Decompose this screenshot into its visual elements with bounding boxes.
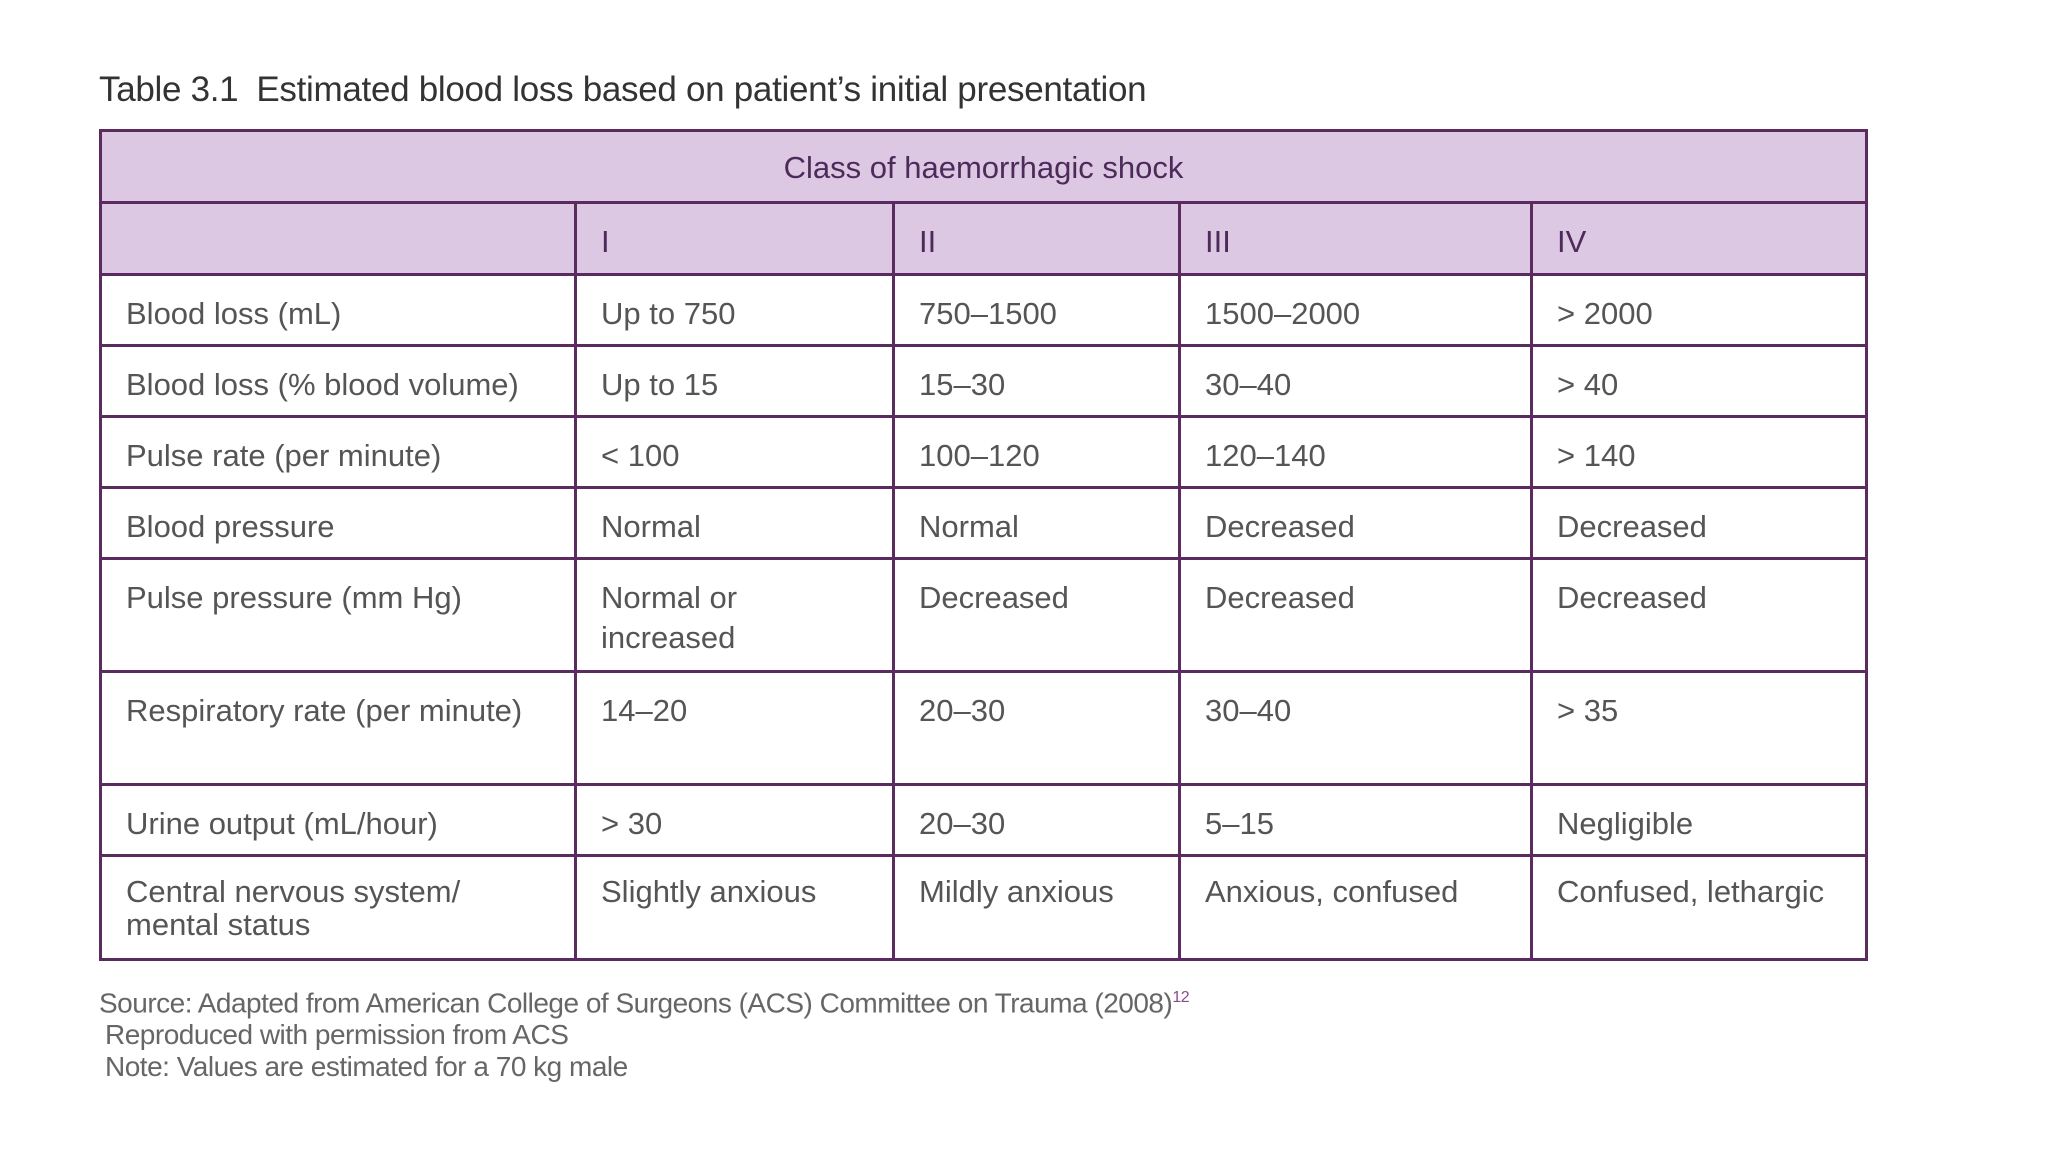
table-cell: Negligible xyxy=(1529,783,1869,857)
super-header-cell: Class of haemorrhagic shock xyxy=(98,129,1869,204)
table-footnotes: Source: Adapted from American College of… xyxy=(99,982,1190,1083)
table-cell: Normal or increased xyxy=(574,557,895,673)
shock-class-table: Class of haemorrhagic shock I II III IV … xyxy=(98,129,1869,961)
table-cell: Up to 15 xyxy=(574,344,895,418)
table-row: Blood pressure Normal Normal Decreased D… xyxy=(99,486,1869,560)
table-row: Pulse pressure (mm Hg) Normal or increas… xyxy=(99,557,1869,673)
table-cell: > 140 xyxy=(1529,415,1869,489)
table-cell: 5–15 xyxy=(1178,783,1533,857)
row-label: Pulse pressure (mm Hg) xyxy=(99,557,577,673)
table-cell: > 40 xyxy=(1529,344,1869,418)
table-cell: < 100 xyxy=(574,415,895,489)
row-label: Urine output (mL/hour) xyxy=(99,783,577,857)
row-label: Blood loss (mL) xyxy=(99,273,577,347)
table-cell: 750–1500 xyxy=(892,273,1181,347)
table-row: Pulse rate (per minute) < 100 100–120 12… xyxy=(99,415,1869,489)
table-cell: Normal xyxy=(574,486,895,560)
table-cell: > 2000 xyxy=(1529,273,1869,347)
row-label: Blood loss (% blood volume) xyxy=(99,344,577,418)
table-cell: Normal xyxy=(892,486,1181,560)
row-label: Blood pressure xyxy=(99,486,577,560)
table-caption: Table 3.1 Estimated blood loss based on p… xyxy=(99,70,1147,110)
table-cell: Up to 750 xyxy=(574,273,895,347)
table-cell: Mildly anxious xyxy=(892,854,1181,961)
reference-superscript: 12 xyxy=(1172,989,1190,1006)
table-row: Respiratory rate (per minute) 14–20 20–3… xyxy=(99,670,1869,786)
row-label: Respiratory rate (per minute) xyxy=(99,670,577,786)
table-cell: Slightly anxious xyxy=(574,854,895,961)
row-label: Central nervous system/ mental status xyxy=(99,854,577,961)
header-corner-cell xyxy=(99,201,577,276)
table-cell: 20–30 xyxy=(892,670,1181,786)
class-header-4: IV xyxy=(1529,201,1869,276)
class-header-3: III xyxy=(1178,201,1533,276)
table-cell: 15–30 xyxy=(892,344,1181,418)
table-cell: Decreased xyxy=(1529,557,1869,673)
table-row: Blood loss (mL) Up to 750 750–1500 1500–… xyxy=(99,273,1869,347)
table-cell: Decreased xyxy=(1178,557,1533,673)
table-cell: > 35 xyxy=(1529,670,1869,786)
table-cell: 30–40 xyxy=(1178,670,1533,786)
table-title: Estimated blood loss based on patient’s … xyxy=(256,70,1147,109)
table-cell: 14–20 xyxy=(574,670,895,786)
table-cell: Decreased xyxy=(1529,486,1869,560)
table-cell: Confused, lethargic xyxy=(1529,854,1869,961)
note-line: Note: Values are estimated for a 70 kg m… xyxy=(105,1051,628,1083)
table-row: Urine output (mL/hour) > 30 20–30 5–15 N… xyxy=(99,783,1869,857)
table-cell: Decreased xyxy=(892,557,1181,673)
source-text: Source: Adapted from American College of… xyxy=(99,987,1173,1019)
source-line: Source: Adapted from American College of… xyxy=(99,982,1190,1019)
permission-line: Reproduced with permission from ACS xyxy=(105,1019,569,1051)
table-super-header-row: Class of haemorrhagic shock xyxy=(98,129,1869,204)
table-cell: Anxious, confused xyxy=(1178,854,1533,961)
class-header-1: I xyxy=(574,201,895,276)
table-class-header-row: I II III IV xyxy=(99,201,1869,276)
table-cell: 20–30 xyxy=(892,783,1181,857)
row-label: Pulse rate (per minute) xyxy=(99,415,577,489)
table-cell: > 30 xyxy=(574,783,895,857)
table-cell: 1500–2000 xyxy=(1178,273,1533,347)
table-cell: 100–120 xyxy=(892,415,1181,489)
table-cell: Decreased xyxy=(1178,486,1533,560)
table-cell: 30–40 xyxy=(1178,344,1533,418)
class-header-2: II xyxy=(892,201,1181,276)
table-row: Blood loss (% blood volume) Up to 15 15–… xyxy=(99,344,1869,418)
table-number: Table 3.1 xyxy=(99,70,239,109)
table-cell: 120–140 xyxy=(1178,415,1533,489)
table-row: Central nervous system/ mental status Sl… xyxy=(99,854,1869,961)
